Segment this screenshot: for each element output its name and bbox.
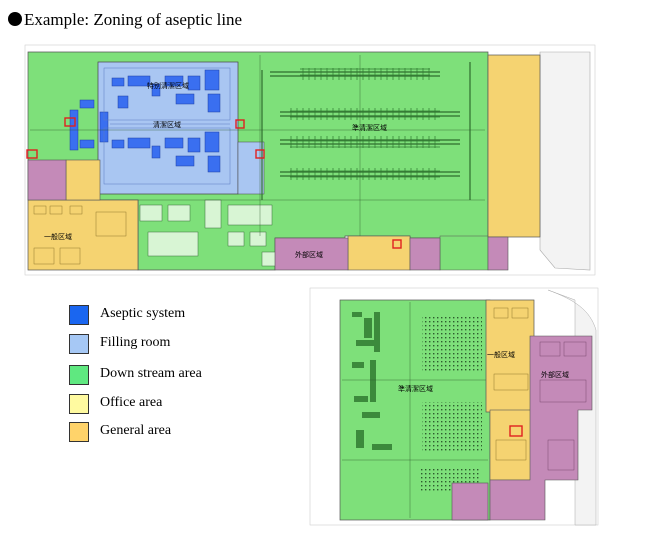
zone-label-semi-clean-bottom: 準清潔区域 — [398, 384, 433, 393]
page-title: Example: Zoning of aseptic line — [8, 10, 242, 30]
legend-label: Down stream area — [100, 366, 202, 381]
zone-label-outside-bottom: 外部区域 — [541, 370, 569, 379]
general-area-top-left — [27, 199, 139, 271]
top-plan: 特别清潔区域 清潔区域 準清潔区域 一般区域 外部区域 — [24, 44, 596, 276]
outside-area-bottom — [489, 335, 593, 521]
office-area-top-left — [65, 159, 101, 201]
general-area-top-right — [487, 54, 541, 238]
legend-label: Aseptic system — [100, 306, 186, 321]
conveyors-bottom — [352, 312, 392, 450]
outside-area-top — [274, 237, 349, 271]
storage-racks-1 — [422, 316, 482, 372]
pass-box-marker-bottom — [509, 425, 523, 437]
outside-area-top-left — [27, 159, 67, 201]
title-text: Example: Zoning of aseptic line — [24, 10, 243, 29]
zone-label-clean: 清潔区域 — [153, 120, 181, 129]
zone-label-general-bottom: 一般区域 — [487, 350, 515, 359]
swatch-downstream — [69, 365, 89, 385]
conveyor-hatch — [290, 68, 440, 180]
bullet-icon — [8, 12, 22, 26]
swatch-general — [69, 422, 89, 442]
office-area-bottom — [489, 409, 535, 481]
outside-area-bottom-2 — [451, 482, 489, 521]
legend-label: Office area — [100, 395, 163, 410]
packing-machines — [139, 199, 277, 267]
office-desks — [33, 205, 127, 265]
swatch-aseptic — [69, 305, 89, 325]
outside-rooms-bottom — [539, 341, 587, 471]
zone-label-special-clean: 特别清潔区域 — [147, 81, 189, 90]
pass-box-markers — [26, 117, 402, 249]
general-area-top-mid — [347, 235, 411, 271]
office-rooms-bottom — [493, 307, 529, 461]
swatch-filling — [69, 334, 89, 354]
downstream-area-top-east — [439, 235, 489, 271]
bottom-plan: 一般区域 外部区域 準清潔区域 — [309, 287, 599, 526]
outside-area-top-2 — [409, 237, 441, 271]
legend-label: Filling room — [100, 335, 171, 350]
zone-label-general-top: 一般区域 — [44, 232, 72, 241]
filling-equipment — [103, 67, 231, 185]
outside-area-top-3 — [487, 236, 509, 271]
storage-racks-2 — [422, 402, 482, 452]
legend-label: General area — [100, 423, 172, 438]
exterior-area — [539, 51, 591, 271]
grid-lines-bottom — [342, 302, 488, 518]
zone-label-outside-top: 外部区域 — [295, 250, 323, 259]
zone-label-semi-clean-top: 準清潔区域 — [352, 123, 387, 132]
swatch-office — [69, 394, 89, 414]
